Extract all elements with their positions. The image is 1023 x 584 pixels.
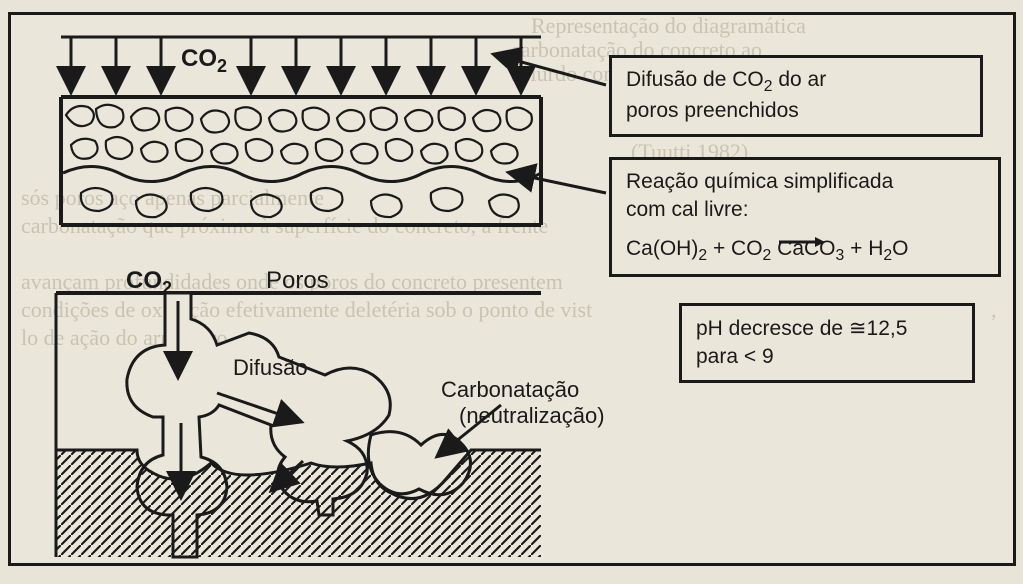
box-reaction: Reação química simplificada com cal livr…	[609, 157, 1001, 277]
equation: Ca(OH)2 + CO2 CaCO3 + H2O	[626, 235, 984, 266]
t: 2	[162, 278, 172, 298]
t: 2	[763, 247, 772, 264]
line: Reação química simplificada	[626, 168, 984, 196]
difusao-label: Difusão	[233, 355, 308, 381]
t: pH decresce de	[696, 317, 849, 340]
t: Ca(OH)	[626, 237, 698, 260]
carbonatacao-label: Carbonatação	[441, 377, 579, 403]
t: CO	[731, 237, 763, 260]
t: 2	[883, 247, 892, 264]
line: para < 9	[696, 343, 958, 371]
spacer	[626, 225, 984, 235]
co2-mid-label: CO2	[126, 267, 172, 299]
line: pH decresce de ≅12,5	[696, 314, 958, 343]
approx-symbol: ≅	[849, 316, 867, 340]
box-diffusion: Difusão de CO2 do ar poros preenchidos	[609, 55, 983, 137]
t: + H	[844, 237, 883, 260]
t: Difusão de CO	[626, 68, 764, 91]
t: 2	[698, 247, 707, 264]
poros-label: Poros	[266, 267, 329, 295]
t: CO	[126, 267, 162, 294]
line: poros preenchidos	[626, 97, 966, 125]
diagram-frame: Representação do diagramática carbonataç…	[8, 12, 1016, 566]
t: do ar	[773, 68, 827, 91]
line: com cal livre:	[626, 196, 984, 224]
line: Difusão de CO2 do ar	[626, 66, 966, 97]
reaction-arrow-icon	[777, 235, 825, 249]
box-ph: pH decresce de ≅12,5 para < 9	[679, 303, 975, 383]
t: +	[707, 237, 731, 260]
t: 3	[836, 247, 845, 264]
t: 2	[764, 78, 773, 95]
t: O	[892, 237, 908, 260]
t: 12,5	[867, 317, 908, 340]
neutralizacao-label: (neutralização)	[459, 403, 605, 429]
ghost-text: ,	[991, 297, 997, 323]
